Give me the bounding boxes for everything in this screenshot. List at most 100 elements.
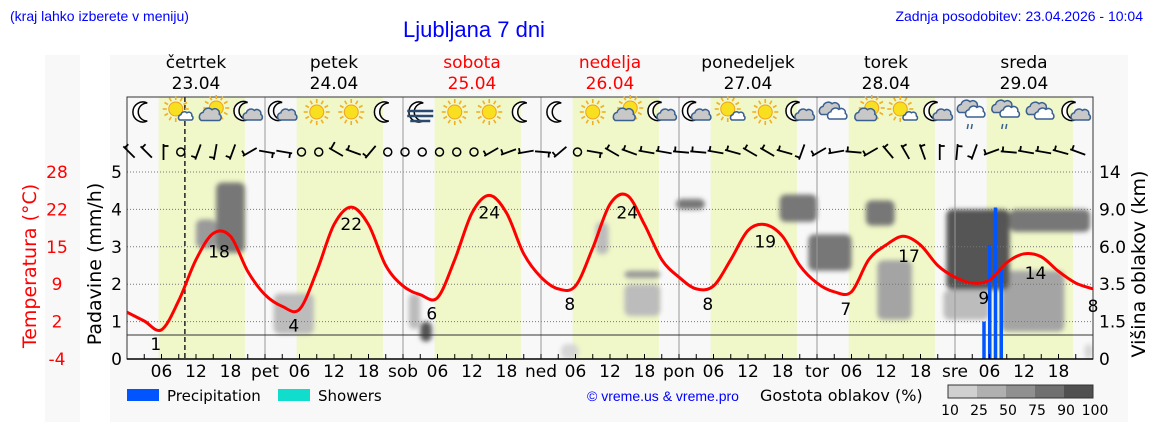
x-tick-label: 12 — [461, 362, 483, 382]
colorbar-border — [947, 384, 1094, 399]
sun-icon — [441, 99, 468, 125]
sun-icon — [338, 99, 365, 125]
wind-barb-icon — [122, 143, 136, 159]
wind-barb-icon — [1052, 145, 1069, 155]
calm-wind-icon — [469, 147, 479, 157]
colorbar-segment — [977, 385, 1006, 398]
wind-barb-icon — [1000, 146, 1017, 154]
wind-barb-icon — [534, 150, 552, 158]
calm-wind-icon — [434, 147, 445, 157]
temperature-line — [126, 192, 1094, 332]
temperature-label: 17 — [898, 247, 920, 267]
menu-hint[interactable]: (kraj lahko izberete v meniju) — [10, 8, 189, 24]
wind-barb-icon — [776, 145, 793, 155]
moon-icon — [373, 101, 390, 123]
colorbar-tick-label: 100 — [1082, 403, 1109, 419]
wind-barb-icon — [162, 144, 169, 160]
cloud-rain-icon — [991, 99, 1021, 130]
temperature-label: 6 — [426, 305, 437, 325]
precipitation-tick-label: 0 — [111, 350, 122, 370]
colorbar-tick-label: 75 — [1028, 403, 1046, 419]
x-tick-label: 18 — [634, 362, 656, 382]
calm-wind-icon — [383, 147, 393, 157]
wind-barb-icon — [190, 144, 202, 160]
moon-cloud-icon — [923, 100, 954, 122]
day-name: sobota — [443, 53, 501, 73]
wind-barb-icon — [328, 141, 344, 157]
copyright-link[interactable]: © vreme.us & vreme.pro — [587, 388, 739, 404]
cloud-patch — [877, 260, 912, 320]
x-tick-label: 18 — [772, 362, 794, 382]
colorbar-tick-label: 25 — [970, 403, 988, 419]
temperature-label: 8 — [1088, 297, 1099, 317]
wind-barb-icon — [828, 147, 845, 155]
temperature-label: 9 — [978, 289, 989, 309]
day-name: četrtek — [166, 53, 227, 73]
temperature-tick-label: 9 — [52, 275, 63, 295]
precipitation-tick-label: 2 — [111, 275, 122, 295]
colorbar-segment — [948, 385, 977, 398]
temperature-label: 19 — [754, 233, 776, 253]
wind-barb-icon — [810, 147, 827, 157]
x-tick-label: pon — [663, 362, 695, 382]
day-date: 24.04 — [310, 74, 359, 94]
temperature-label: 24 — [478, 203, 500, 223]
cloud-height-tick-label: 1.5 — [1099, 313, 1126, 333]
x-tick-label: 18 — [358, 362, 380, 382]
day-date: 28.04 — [862, 74, 911, 94]
colorbar-tick-label: 10 — [941, 403, 959, 419]
colorbar-segment — [1035, 385, 1064, 398]
wind-barb-icon — [955, 143, 963, 161]
temperature-label: 8 — [702, 295, 713, 315]
cloud-patch — [1084, 344, 1093, 359]
x-tick-label: ned — [525, 362, 557, 382]
cloud-patch — [676, 198, 705, 210]
wind-barb-icon — [241, 147, 258, 157]
day-date: 27.04 — [724, 74, 773, 94]
cloud-patch — [1009, 209, 1091, 232]
sun-icon — [476, 99, 503, 125]
temperature-tick-label: 2 — [52, 313, 63, 333]
day-name: petek — [310, 53, 358, 73]
wind-barb-icon — [882, 143, 894, 159]
wind-barb-icon — [759, 144, 775, 157]
wind-barb-icon — [794, 144, 806, 160]
x-tick-label: 12 — [185, 362, 207, 382]
cloud-height-axis-title: Višina oblakov (km) — [1128, 171, 1150, 358]
wind-barb-icon — [742, 144, 758, 157]
colorbar-tick-label: 90 — [1057, 403, 1075, 419]
day-name: sreda — [1000, 53, 1047, 73]
cloud-density-label: Gostota oblakov (%) — [760, 386, 923, 405]
temperature-label: 22 — [340, 215, 362, 235]
wind-barb-icon — [918, 143, 927, 160]
wind-barb-icon — [845, 146, 862, 154]
wind-barb-icon — [707, 145, 724, 155]
temperature-tick-label: 15 — [46, 238, 68, 258]
precipitation-tick-label: 1 — [111, 313, 122, 333]
cloud-patch — [624, 284, 661, 316]
wind-barb-icon — [139, 143, 153, 159]
daytime-band — [710, 97, 797, 359]
moon-cloud-icon — [647, 100, 678, 122]
wind-barb-icon — [345, 144, 362, 156]
temperature-label: 18 — [208, 242, 230, 262]
cloud-patch — [216, 182, 245, 253]
calm-wind-icon — [296, 147, 307, 157]
wind-barb-icon — [983, 148, 1000, 156]
cloud-rain-icon — [956, 99, 986, 130]
wind-barb-icon — [724, 145, 741, 155]
temperature-label: 14 — [1025, 264, 1047, 284]
cloud-height-tick-label: 6.0 — [1099, 238, 1126, 258]
x-tick-label: pet — [251, 362, 279, 382]
legend-showers-label: Showers — [318, 387, 382, 405]
cloud-patch — [1001, 270, 1065, 332]
wind-barb-icon — [604, 144, 620, 157]
calm-wind-icon — [417, 147, 427, 157]
precipitation-bar — [993, 207, 998, 359]
legend-showers-swatch — [278, 389, 310, 401]
precipitation-tick-label: 4 — [111, 200, 122, 220]
cloud-icon — [818, 101, 848, 120]
cloud-icon — [1025, 101, 1055, 120]
temperature-tick-label: -4 — [49, 350, 66, 370]
